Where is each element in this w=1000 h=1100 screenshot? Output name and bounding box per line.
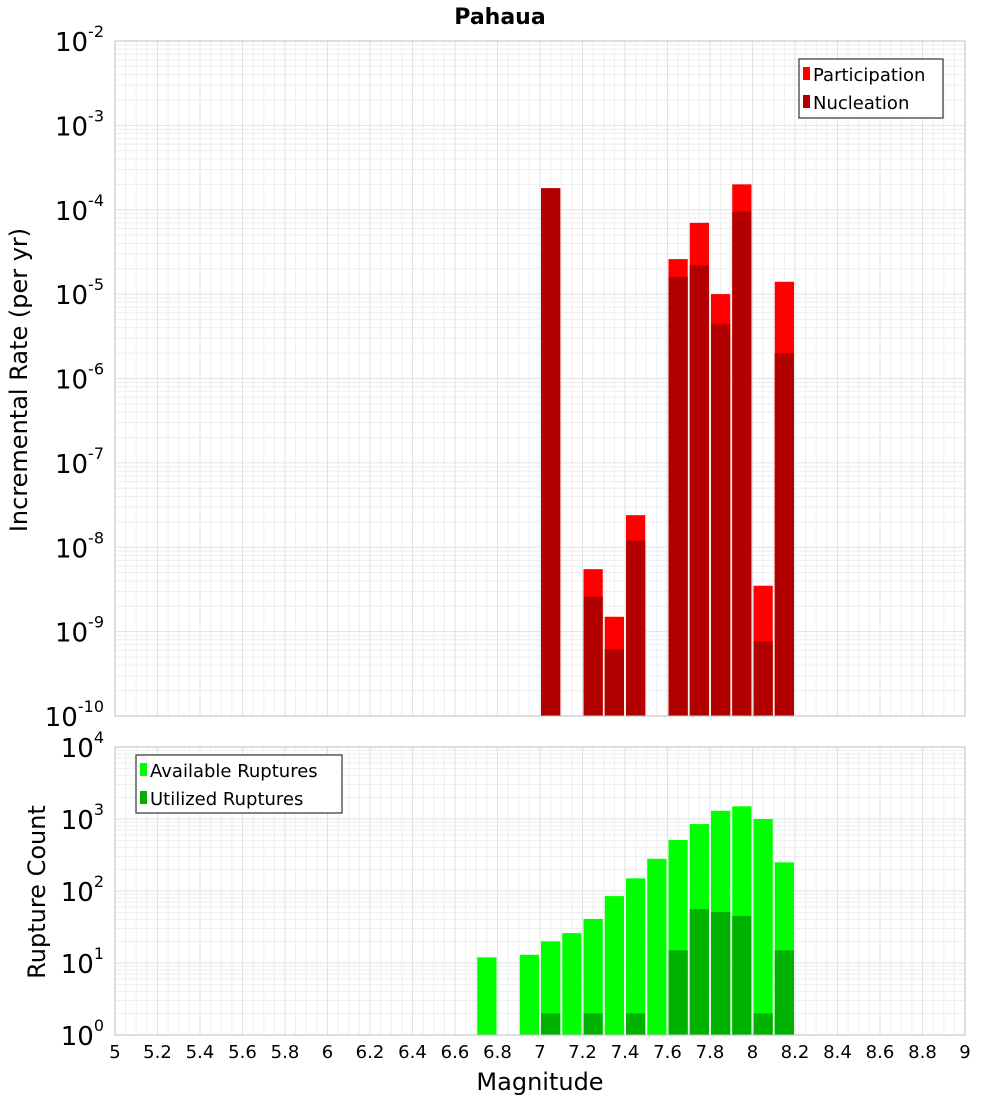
rate-bar-nucleation bbox=[689, 265, 709, 716]
rate-bar-nucleation bbox=[626, 540, 646, 716]
count-legend-label: Utilized Ruptures bbox=[150, 789, 303, 810]
count-y-tick-label: 102 bbox=[61, 872, 104, 908]
count-bar-utilized-ruptures bbox=[541, 1013, 561, 1035]
count-bar-available-ruptures bbox=[583, 918, 603, 1035]
count-bar-available-ruptures bbox=[647, 858, 667, 1035]
count-y-ticks: 100 101 102 103 104 bbox=[61, 728, 104, 1052]
x-tick-label: 7.6 bbox=[653, 1042, 682, 1063]
count-bar-utilized-ruptures bbox=[774, 950, 794, 1035]
x-tick-label: 7.2 bbox=[568, 1042, 597, 1063]
count-y-tick-label: 103 bbox=[61, 800, 104, 836]
rate-y-tick-label: 10-8 bbox=[55, 528, 104, 564]
rate-y-axis-label: Incremental Rate (per yr) bbox=[5, 228, 33, 532]
count-y-axis-label: Rupture Count bbox=[23, 805, 51, 979]
count-y-tick-label: 104 bbox=[61, 728, 104, 764]
x-tick-label: 7.8 bbox=[696, 1042, 725, 1063]
rate-bar-nucleation bbox=[604, 649, 624, 716]
count-legend-swatch bbox=[140, 791, 147, 804]
rate-legend: Participation Nucleation bbox=[798, 58, 944, 119]
count-bar-utilized-ruptures bbox=[711, 912, 731, 1035]
count-bar-utilized-ruptures bbox=[583, 1013, 603, 1035]
count-bar-available-ruptures bbox=[562, 933, 582, 1035]
rate-bar-nucleation bbox=[541, 188, 561, 717]
x-tick-label: 8 bbox=[747, 1042, 758, 1063]
x-tick-label: 5.8 bbox=[271, 1042, 300, 1063]
rate-legend-label: Nucleation bbox=[813, 93, 909, 114]
x-tick-label: 7.4 bbox=[611, 1042, 640, 1063]
count-y-tick-label: 101 bbox=[61, 944, 104, 980]
rate-y-tick-label: 10-4 bbox=[55, 191, 104, 227]
rate-bar-nucleation bbox=[753, 641, 773, 716]
x-tick-label: 8.8 bbox=[908, 1042, 937, 1063]
count-plot-frame bbox=[114, 746, 966, 1036]
rate-bar-nucleation bbox=[774, 353, 794, 716]
rate-y-tick-label: 10-3 bbox=[55, 106, 104, 142]
count-legend-box bbox=[135, 754, 343, 814]
rate-bars bbox=[541, 184, 794, 717]
rate-bar-nucleation bbox=[732, 211, 752, 716]
x-tick-label: 5 bbox=[109, 1042, 120, 1063]
rate-plot-frame bbox=[114, 40, 966, 717]
x-tick-label: 8.2 bbox=[781, 1042, 810, 1063]
rate-y-tick-label: 10-7 bbox=[55, 444, 104, 480]
x-tick-label: 7 bbox=[534, 1042, 545, 1063]
count-legend-label: Available Ruptures bbox=[150, 761, 318, 782]
rate-y-tick-label: 10-6 bbox=[55, 360, 104, 396]
count-bar-available-ruptures bbox=[477, 957, 497, 1035]
count-bar-available-ruptures bbox=[519, 954, 539, 1035]
count-bar-utilized-ruptures bbox=[732, 915, 752, 1035]
x-axis-label: Magnitude bbox=[476, 1068, 603, 1096]
count-bar-utilized-ruptures bbox=[689, 909, 709, 1035]
rate-bar-nucleation bbox=[668, 276, 688, 716]
x-tick-label: 5.6 bbox=[228, 1042, 257, 1063]
rate-y-tick-label: 10-9 bbox=[55, 613, 104, 649]
count-legend: Available Ruptures Utilized Ruptures bbox=[135, 754, 343, 814]
x-tick-label: 6 bbox=[322, 1042, 333, 1063]
chart-title: Pahaua bbox=[454, 5, 545, 30]
x-tick-label: 6.6 bbox=[441, 1042, 470, 1063]
rate-bar-nucleation bbox=[711, 324, 731, 716]
count-bar-available-ruptures bbox=[753, 819, 773, 1035]
x-tick-label: 5.4 bbox=[186, 1042, 215, 1063]
x-tick-label: 6.2 bbox=[356, 1042, 385, 1063]
count-bar-utilized-ruptures bbox=[626, 1013, 646, 1035]
rate-y-tick-label: 10-2 bbox=[55, 22, 104, 58]
x-axis-ticks: 5 5.2 5.4 5.6 5.8 6 6.2 6.4 6.6 6.8 7 7.2 7.4 7.6 7.8 8… bbox=[109, 1042, 970, 1063]
x-tick-label: 6.8 bbox=[483, 1042, 512, 1063]
count-bar-available-ruptures bbox=[541, 941, 561, 1035]
rate-legend-swatch bbox=[803, 95, 810, 108]
x-tick-label: 6.4 bbox=[398, 1042, 427, 1063]
rate-legend-swatch bbox=[803, 67, 810, 80]
rate-legend-box bbox=[798, 58, 944, 119]
count-legend-swatch bbox=[140, 763, 147, 776]
rate-legend-label: Participation bbox=[813, 65, 925, 86]
rate-bar-nucleation bbox=[583, 596, 603, 716]
count-y-tick-label: 100 bbox=[61, 1016, 104, 1052]
count-bar-utilized-ruptures bbox=[753, 1013, 773, 1035]
count-bars bbox=[477, 806, 794, 1035]
count-bar-available-ruptures bbox=[604, 896, 624, 1035]
rate-panel: 10-10 10-9 10-8 10-7 10-6 10-5 10-4 10-3 10-2 Par… bbox=[45, 22, 966, 733]
x-tick-label: 8.4 bbox=[823, 1042, 852, 1063]
count-bar-available-ruptures bbox=[626, 878, 646, 1035]
x-tick-label: 5.2 bbox=[143, 1042, 172, 1063]
rupture-count-panel: 100 101 102 103 104 Available Ruptures Utilize… bbox=[61, 728, 966, 1052]
rate-y-tick-label: 10-5 bbox=[55, 275, 104, 311]
count-bar-utilized-ruptures bbox=[668, 950, 688, 1035]
rate-y-ticks: 10-10 10-9 10-8 10-7 10-6 10-5 10-4 10-3 10-2 bbox=[45, 22, 104, 733]
rate-y-tick-label: 10-10 bbox=[45, 697, 104, 733]
x-tick-label: 9 bbox=[959, 1042, 970, 1063]
rate-grid bbox=[114, 40, 966, 717]
x-tick-label: 8.6 bbox=[866, 1042, 895, 1063]
